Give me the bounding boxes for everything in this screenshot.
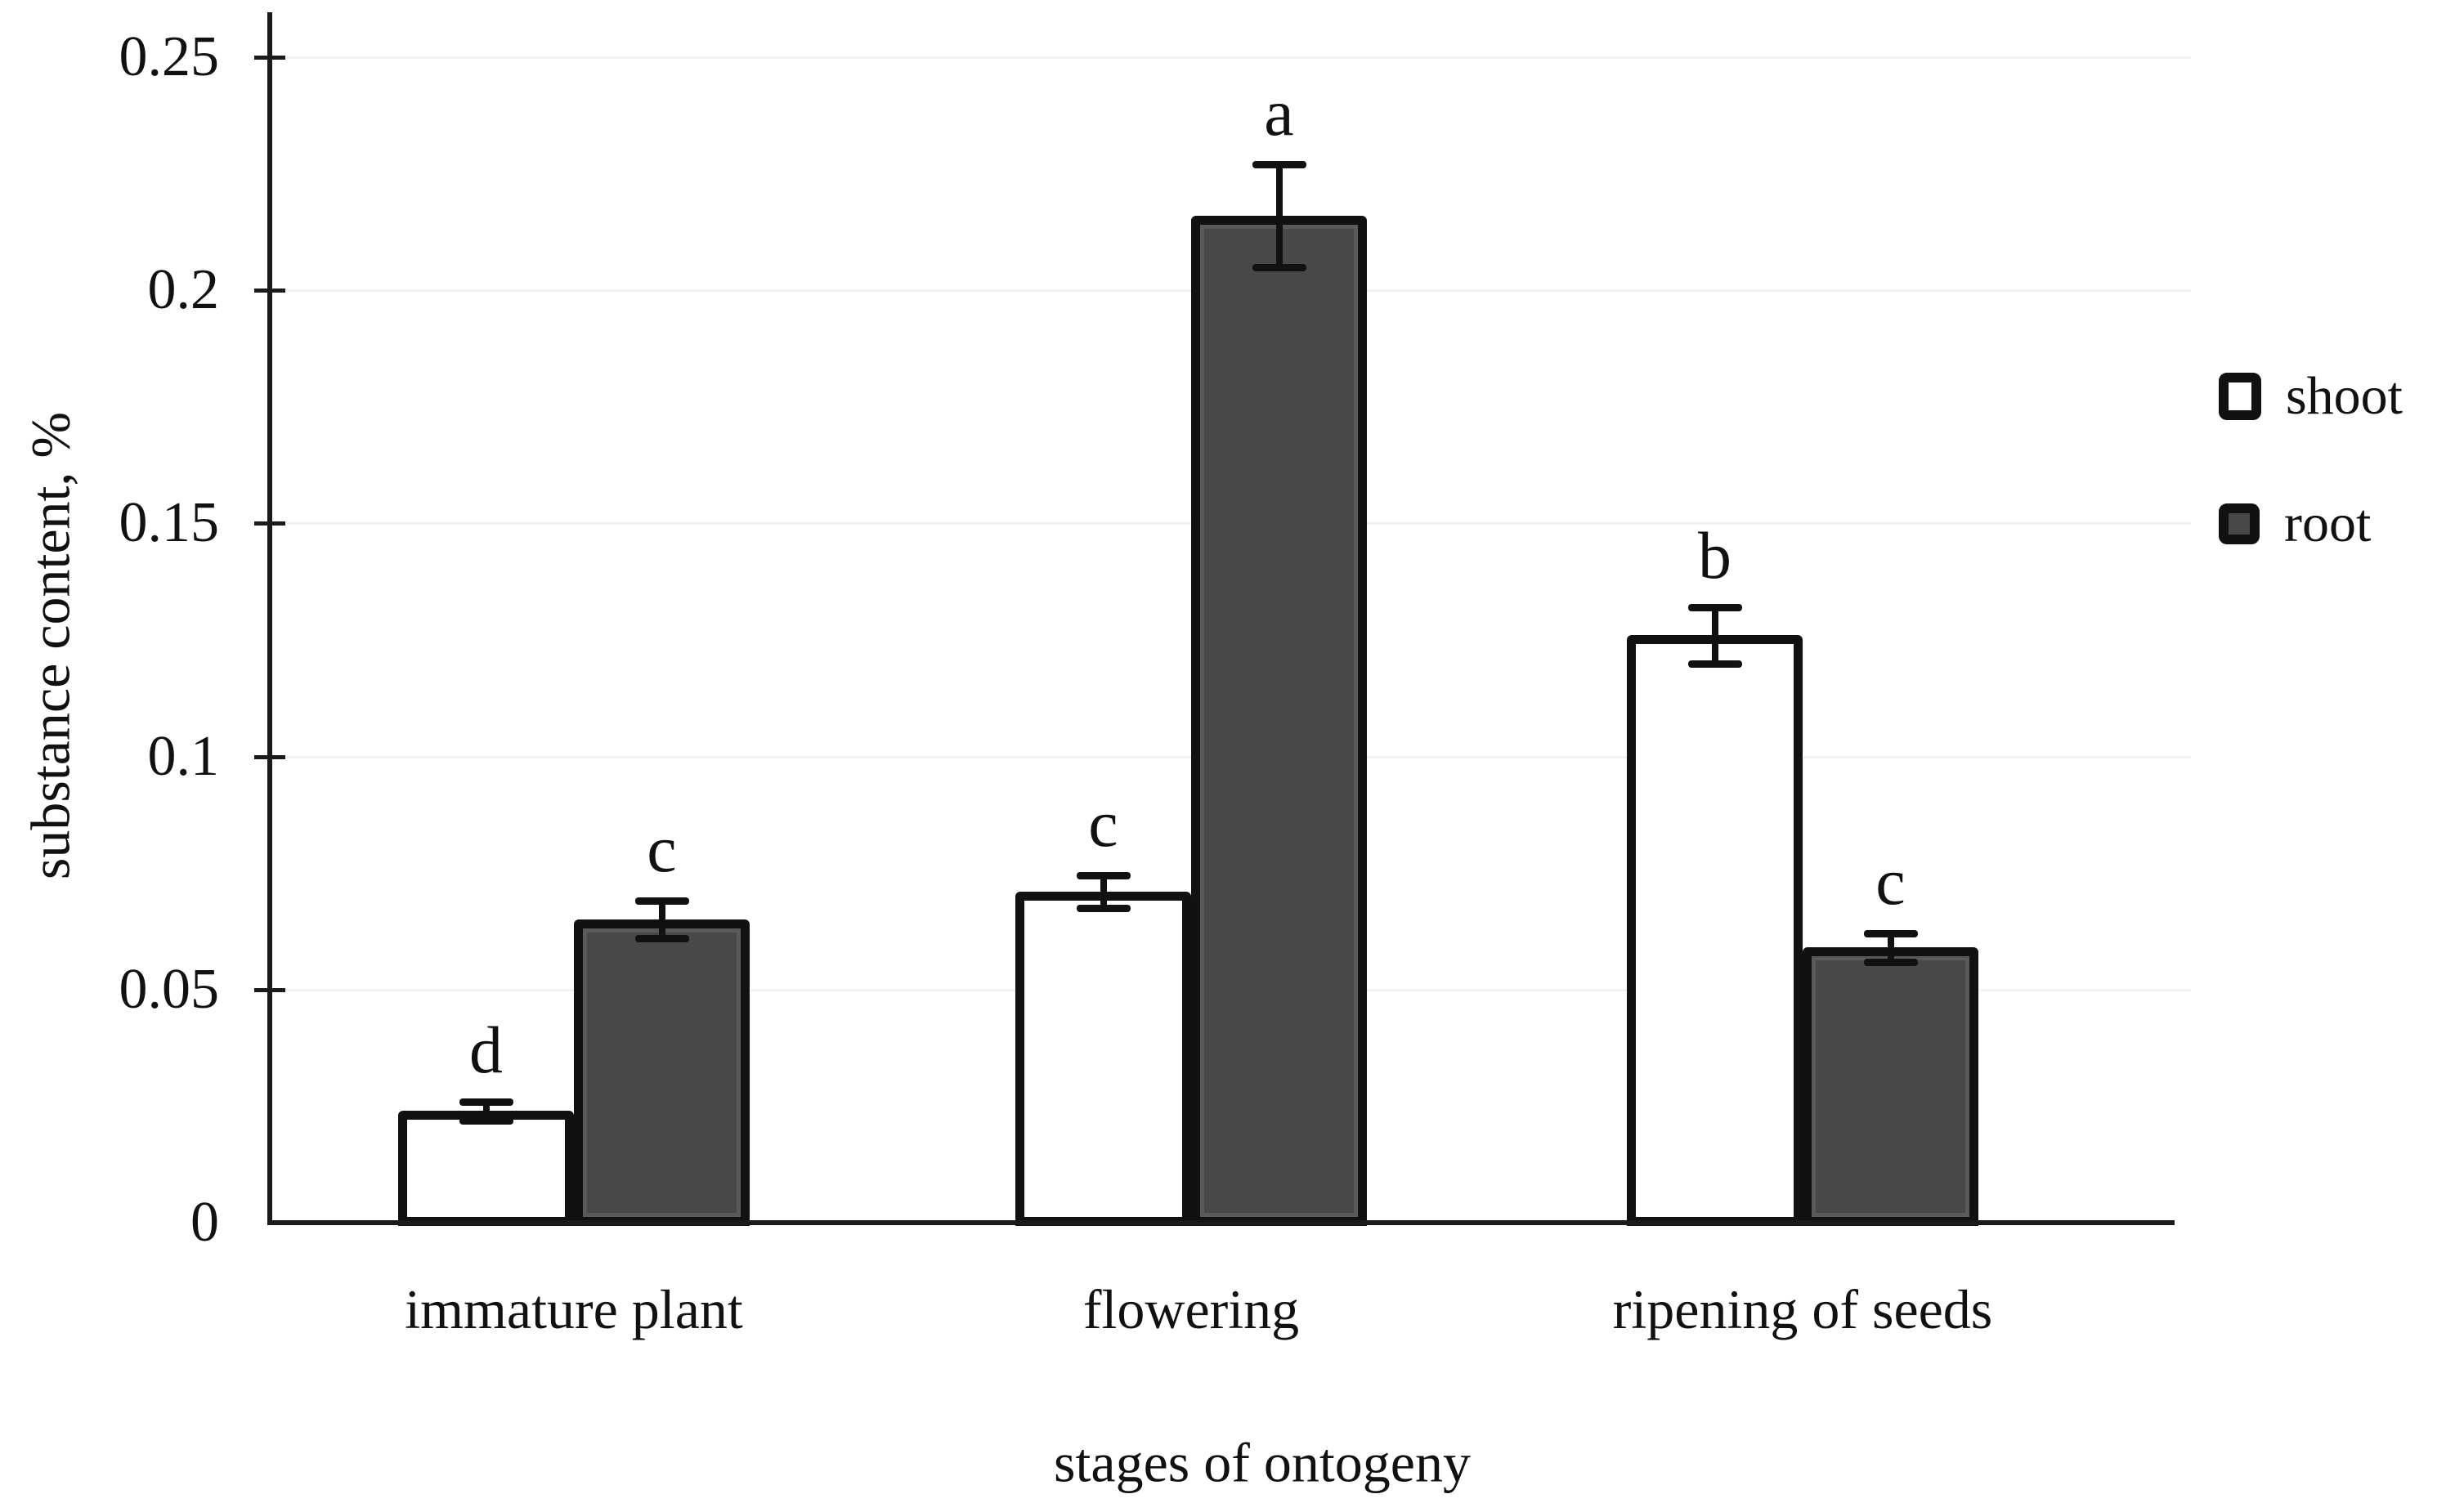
error-bar-cap-top: [1687, 604, 1742, 612]
error-bar-line: [482, 1101, 490, 1121]
error-bar-line: [1887, 933, 1894, 962]
significance-letter: a: [1264, 75, 1294, 150]
y-gridline: [271, 56, 2191, 59]
error-bar-line: [1100, 875, 1107, 908]
legend-item-shoot: shoot: [2219, 369, 2403, 423]
significance-letter: c: [1088, 786, 1118, 861]
category-label: ripening of seeds: [1612, 1278, 1993, 1340]
category-label: flowering: [1082, 1278, 1300, 1340]
legend-swatch-shoot-icon: [2219, 373, 2261, 420]
error-bar-cap-bottom: [1252, 263, 1306, 271]
error-bar-line: [1275, 164, 1283, 267]
error-bar-cap-top: [1863, 930, 1918, 938]
x-axis-title: stages of ontogeny: [1054, 1431, 1471, 1494]
legend-swatch-root-icon: [2219, 503, 2260, 544]
error-bar-cap-top: [459, 1098, 513, 1106]
y-tick: [254, 521, 285, 526]
error-bar-cap-bottom: [1076, 904, 1131, 912]
y-tick-label: 0: [190, 1191, 219, 1254]
error-bar-cap-bottom: [459, 1116, 513, 1125]
y-tick-label: 0.25: [119, 25, 220, 88]
y-tick: [254, 987, 285, 992]
y-tick-label: 0.2: [147, 258, 220, 322]
category-label: immature plant: [405, 1278, 743, 1340]
y-tick: [254, 56, 285, 60]
bar-shoot: [398, 1111, 574, 1226]
legend-label-root: root: [2284, 494, 2372, 553]
error-bar-cap-bottom: [634, 935, 689, 943]
y-tick: [254, 754, 285, 759]
significance-letter: c: [647, 812, 677, 887]
bar-root: [574, 919, 750, 1226]
y-tick-label: 0.05: [119, 957, 220, 1021]
error-bar-line: [658, 901, 665, 939]
bar-root: [1803, 947, 1978, 1226]
bar-shoot: [1627, 635, 1803, 1226]
error-bar-cap-top: [1076, 872, 1131, 880]
legend: shoot root: [2219, 369, 2403, 624]
error-bar-cap-top: [634, 897, 689, 906]
x-axis-line: [267, 1220, 2175, 1225]
error-bar-cap-bottom: [1687, 660, 1742, 668]
y-tick: [254, 289, 285, 293]
y-axis-title: substance content, %: [19, 411, 82, 880]
bar-root: [1191, 215, 1367, 1226]
y-tick-label: 0.15: [119, 491, 220, 555]
y-axis-line: [267, 12, 272, 1225]
error-bar-cap-top: [1252, 161, 1306, 169]
legend-item-root: root: [2219, 497, 2403, 551]
significance-letter: b: [1698, 518, 1731, 593]
legend-label-shoot: shoot: [2286, 366, 2403, 426]
significance-letter: d: [469, 1012, 503, 1087]
bar-shoot: [1015, 892, 1191, 1226]
error-bar-line: [1711, 607, 1718, 664]
y-tick-label: 0.1: [147, 724, 220, 788]
error-bar-cap-bottom: [1863, 958, 1918, 966]
significance-letter: c: [1875, 844, 1906, 919]
